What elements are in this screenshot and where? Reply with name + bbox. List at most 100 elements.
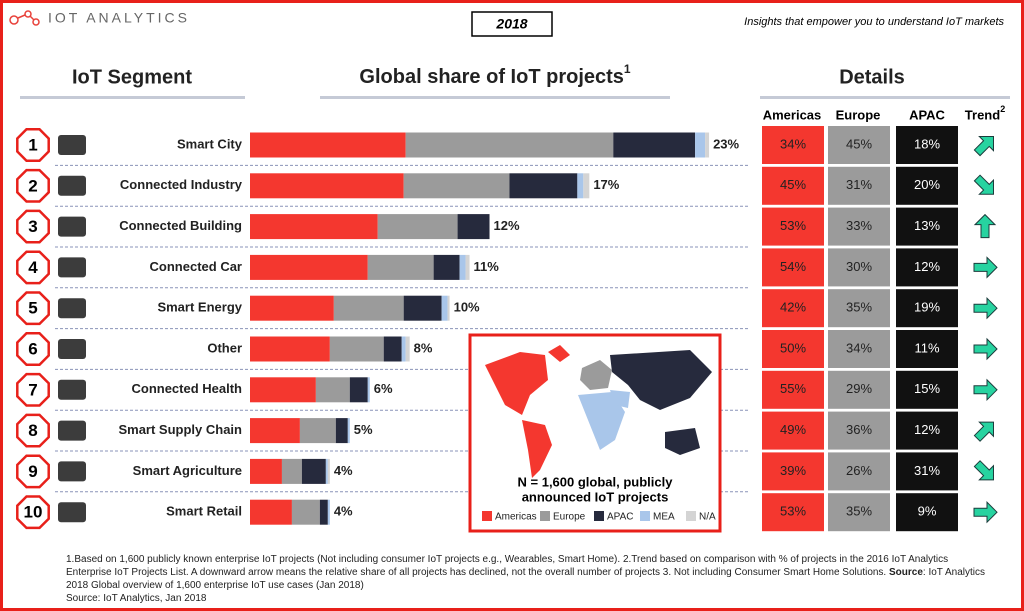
map-europe — [580, 360, 612, 390]
rank: 10 — [24, 503, 43, 522]
details-cell — [828, 126, 890, 164]
heading-rule — [760, 96, 1010, 99]
map-asia — [610, 350, 712, 410]
bar-segment — [325, 458, 328, 484]
tagline: Insights that empower you to understand … — [744, 16, 1004, 28]
details-value: 50% — [780, 340, 806, 355]
bar-segment — [250, 336, 330, 362]
rank-badge — [16, 291, 50, 326]
trend-arrow-shape — [973, 421, 994, 442]
details-value: 13% — [914, 218, 940, 233]
details-cell — [762, 452, 824, 491]
details-value: 36% — [846, 422, 872, 437]
details-cell — [896, 411, 958, 450]
share-heading-text: Global share of IoT projects — [359, 66, 624, 88]
rank-badge — [16, 413, 50, 448]
bar-segment — [405, 132, 614, 158]
segment-icon — [58, 257, 86, 278]
bar-segment — [315, 377, 350, 403]
category-label: Connected Industry — [120, 177, 243, 192]
segment-icon — [58, 135, 86, 155]
bar-segment — [327, 458, 330, 484]
category-label: Smart Agriculture — [133, 463, 242, 478]
trend-arrow-shape — [973, 460, 994, 481]
details-value: 53% — [780, 218, 806, 233]
bar-segment — [459, 254, 466, 280]
logo-text: IOT ANALYTICS — [48, 10, 190, 26]
bar-segment — [299, 418, 336, 444]
bar-segment — [250, 418, 300, 444]
details-cell — [762, 370, 824, 409]
details-value: 39% — [780, 463, 806, 478]
details-cell — [762, 289, 824, 328]
segment-icon — [58, 420, 86, 441]
bar-segment — [405, 336, 410, 362]
bar-segment — [403, 173, 510, 199]
legend-label: MEA — [653, 512, 675, 523]
details-cell — [828, 330, 890, 368]
bar-segment — [377, 214, 458, 240]
bar-segment — [613, 132, 696, 158]
trend-arrow-shape — [973, 136, 994, 157]
bar-segment — [281, 458, 302, 484]
trend-arrow-shape — [973, 337, 998, 361]
bar-segment — [401, 336, 406, 362]
bar-segment — [250, 173, 404, 199]
legend-swatch — [686, 511, 696, 521]
bar-segment — [250, 214, 378, 240]
total-label: 8% — [414, 340, 433, 355]
details-value: 35% — [846, 300, 872, 315]
details-value: 42% — [780, 300, 806, 315]
details-column-header: APAC — [909, 107, 945, 122]
bar-segment — [457, 214, 490, 240]
bar-segment — [250, 377, 316, 403]
footnote-text: 1.Based on 1,600 publicly known enterpri… — [66, 554, 949, 578]
details-value: 55% — [780, 381, 806, 396]
details-value: 45% — [846, 136, 872, 151]
heading-rule — [320, 96, 670, 99]
details-cell — [828, 207, 890, 246]
bar-segment — [447, 295, 450, 321]
total-label: 6% — [374, 381, 393, 396]
trend-arrow — [973, 136, 994, 157]
details-value: 29% — [846, 381, 872, 396]
rank: 4 — [28, 258, 38, 277]
rank: 1 — [28, 135, 37, 154]
trend-arrow-shape — [973, 213, 997, 239]
segment-icon — [58, 216, 86, 237]
details-value: 11% — [914, 340, 939, 355]
details-cell — [762, 330, 824, 368]
trend-arrow — [973, 421, 994, 442]
map-south-america — [522, 420, 552, 478]
rank: 8 — [28, 421, 37, 440]
bar-segment — [695, 132, 706, 158]
trend-arrow — [973, 296, 998, 320]
bar-segment — [327, 499, 330, 525]
details-value: 19% — [914, 300, 940, 315]
bar-segment — [441, 295, 448, 321]
footnote-source-text: : IoT Analytics 2018 Global overview of … — [66, 567, 985, 591]
bar-segment — [333, 295, 404, 321]
total-label: 17% — [593, 177, 619, 192]
bar-segment — [577, 173, 584, 199]
bar-segment — [349, 377, 368, 403]
legend-label: Europe — [553, 512, 586, 523]
rank: 5 — [28, 299, 37, 318]
details-value: 26% — [846, 463, 872, 478]
category-label: Other — [207, 340, 242, 355]
trend-arrow-shape — [973, 256, 998, 279]
category-label: Smart Energy — [157, 300, 242, 315]
details-cell — [828, 493, 890, 532]
category-label: Smart Retail — [166, 504, 242, 519]
legend-label: Americas — [495, 512, 537, 523]
category-label: Smart Supply Chain — [118, 422, 242, 437]
details-value: 35% — [846, 504, 872, 519]
bar-segment — [250, 295, 334, 321]
bar-segment — [335, 418, 348, 444]
map-caption: announced IoT projects — [522, 489, 669, 504]
details-cell — [762, 166, 824, 205]
legend-swatch — [482, 511, 492, 521]
details-cell — [762, 248, 824, 287]
trend-arrow — [973, 174, 994, 195]
